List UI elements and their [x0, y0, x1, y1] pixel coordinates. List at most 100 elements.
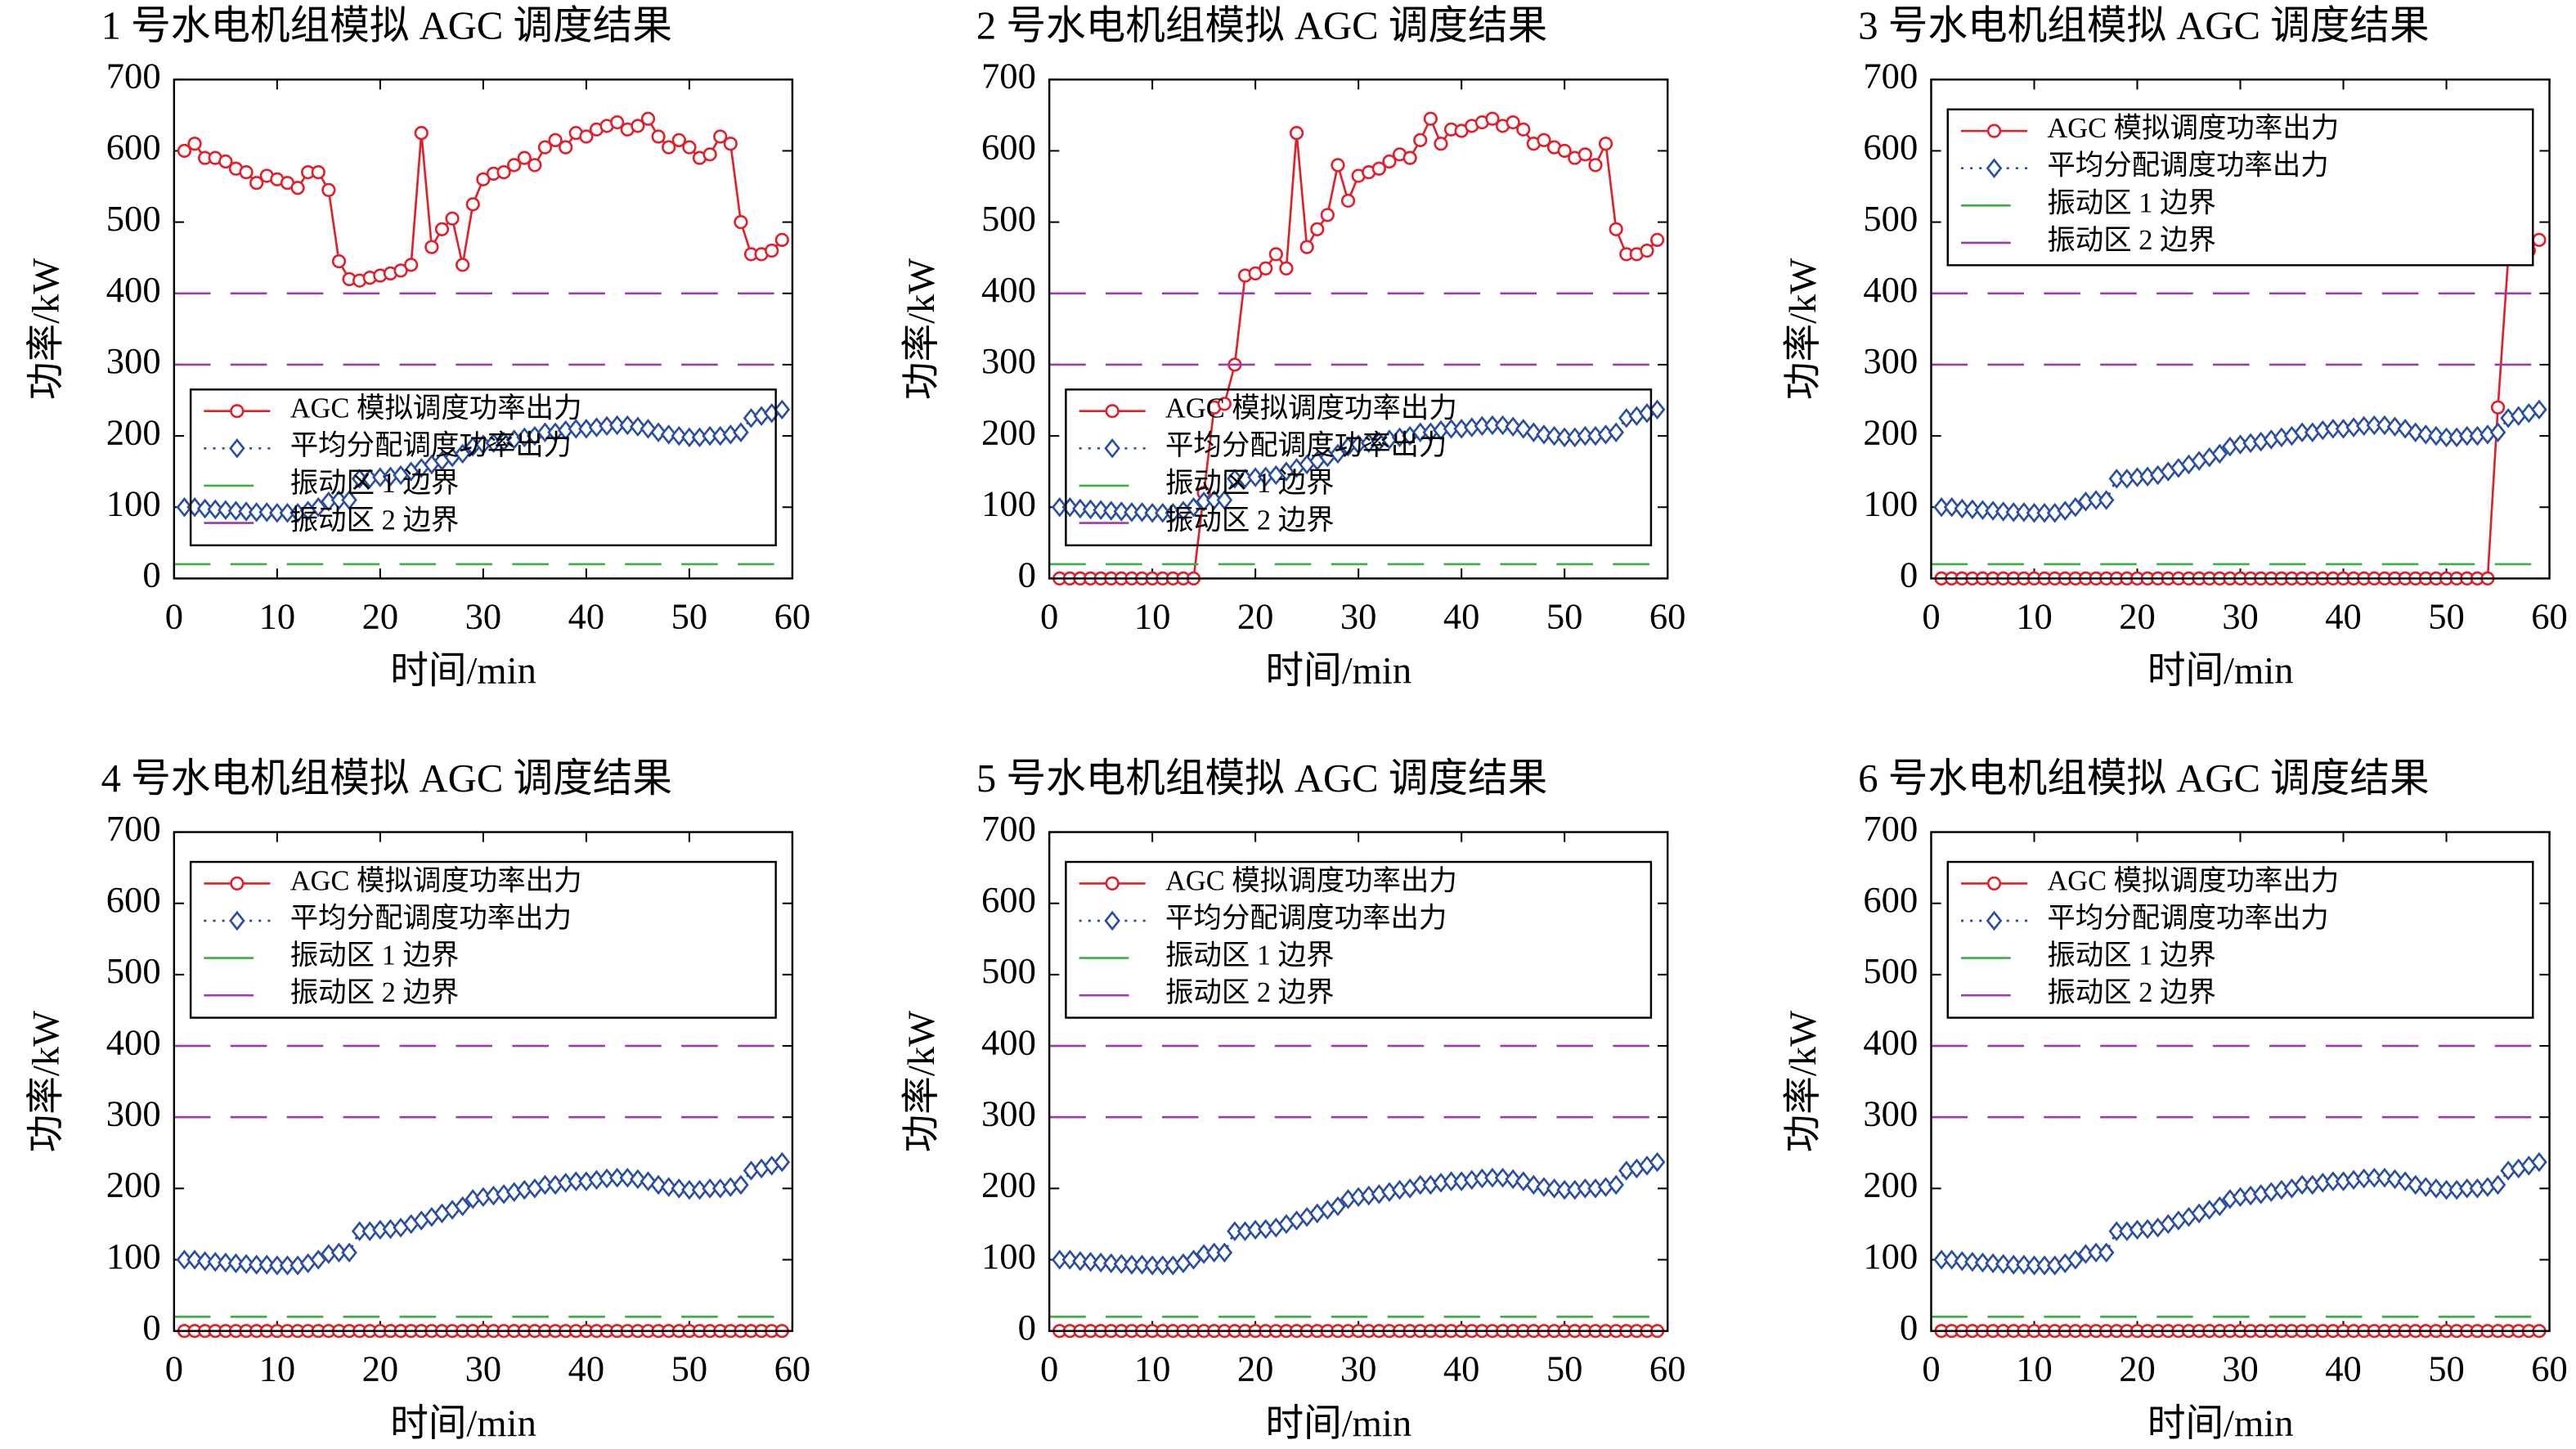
marker: [1185, 1249, 1202, 1270]
legend-box: [189, 388, 777, 547]
marker: [1546, 425, 1563, 446]
marker: [248, 502, 265, 523]
marker: [1964, 499, 1981, 520]
marker: [671, 1178, 688, 1199]
marker: [1144, 502, 1160, 523]
y-tick-label: 700: [1863, 808, 1918, 849]
marker: [1331, 158, 1345, 173]
marker: [568, 1171, 585, 1191]
plot-frame: [1930, 79, 2551, 580]
legend-label: 振动区 2 边界: [290, 505, 460, 536]
x-tick-label: 30: [465, 595, 502, 636]
y-axis-label: 功率/kW: [900, 1011, 943, 1152]
plot-frame: [173, 79, 794, 580]
marker: [2016, 502, 2032, 523]
chart-title: 1 号水电机组模拟 AGC 调度结果: [101, 4, 672, 48]
marker: [1061, 1249, 1079, 1270]
marker: [2532, 232, 2547, 248]
marker: [1974, 500, 1991, 520]
marker: [650, 422, 666, 442]
marker: [1154, 1255, 1171, 1276]
marker: [507, 158, 522, 173]
marker: [640, 111, 656, 126]
marker: [537, 140, 553, 155]
marker: [227, 500, 245, 521]
marker: [559, 140, 573, 155]
y-axis-label: 功率/kW: [1782, 258, 1824, 400]
legend-label: 振动区 1 边界: [1165, 940, 1335, 971]
y-tick-label: 300: [106, 1092, 161, 1133]
legend-label: 振动区 1 边界: [2047, 187, 2216, 218]
x-tick-label: 20: [2119, 595, 2156, 636]
marker: [1577, 147, 1592, 162]
series-line: [1941, 1160, 2540, 1267]
x-tick-label: 40: [2325, 1348, 2362, 1389]
y-tick-label: 200: [106, 411, 161, 452]
marker: [1598, 137, 1613, 151]
marker: [196, 498, 213, 519]
marker: [279, 1255, 296, 1276]
marker: [1954, 1251, 1971, 1272]
legend-label: 振动区 2 边界: [1165, 977, 1335, 1008]
series-line: [1059, 1160, 1658, 1267]
marker: [1577, 425, 1594, 446]
x-tick-label: 0: [165, 1348, 183, 1389]
y-axis-label: 功率/kW: [25, 258, 68, 400]
marker: [579, 129, 594, 144]
marker: [734, 215, 748, 230]
legend-label: 振动区 1 边界: [2047, 940, 2216, 971]
y-tick-label: 300: [981, 1092, 1036, 1133]
y-tick-label: 400: [981, 269, 1036, 310]
marker: [269, 1255, 285, 1276]
marker: [1933, 497, 1950, 518]
marker: [2376, 1168, 2393, 1188]
y-tick-label: 600: [981, 127, 1036, 168]
x-tick-label: 0: [1040, 595, 1058, 636]
x-tick-label: 50: [2428, 595, 2465, 636]
marker: [465, 197, 480, 212]
legend-marker: [1986, 910, 2003, 931]
x-tick-label: 60: [2531, 1348, 2568, 1389]
legend-label: 平均分配调度功率出力: [290, 430, 572, 461]
legend-label: 振动区 2 边界: [290, 977, 460, 1008]
marker: [702, 147, 717, 162]
x-tick-label: 30: [465, 1348, 502, 1389]
marker: [454, 1196, 471, 1217]
marker: [1310, 222, 1325, 236]
marker: [249, 176, 264, 191]
marker: [1525, 1174, 1542, 1196]
marker: [681, 1179, 698, 1200]
x-tick-label: 60: [1649, 1348, 1686, 1389]
legend-marker: [1986, 158, 2003, 178]
y-tick-label: 300: [106, 340, 161, 381]
marker: [2088, 490, 2104, 510]
marker: [619, 1168, 636, 1188]
marker: [1320, 208, 1335, 222]
legend-label: 振动区 1 边界: [290, 468, 460, 499]
marker: [2428, 1178, 2444, 1199]
legend-marker: [1105, 876, 1120, 891]
marker: [1411, 422, 1429, 442]
marker: [650, 1174, 666, 1196]
y-tick-label: 0: [142, 1307, 160, 1348]
x-tick-label: 60: [2531, 595, 2568, 636]
marker: [733, 422, 749, 442]
x-tick-label: 40: [568, 595, 605, 636]
marker: [1943, 1249, 1960, 1270]
marker: [1154, 502, 1171, 523]
marker: [311, 164, 325, 180]
marker: [1608, 1174, 1624, 1196]
marker: [517, 150, 532, 165]
marker: [1609, 222, 1623, 236]
y-tick-label: 500: [981, 950, 1036, 991]
y-tick-label: 0: [1900, 554, 1918, 595]
x-tick-label: 10: [1134, 595, 1171, 636]
marker: [1093, 500, 1109, 520]
x-axis-label: 时间/min: [390, 1402, 536, 1445]
x-tick-label: 0: [1922, 1348, 1940, 1389]
marker: [248, 1254, 265, 1275]
chart-title: 3 号水电机组模拟 AGC 调度结果: [1858, 4, 2429, 48]
marker: [2016, 1254, 2032, 1275]
legend-box: [189, 860, 777, 1019]
marker: [1588, 158, 1603, 173]
